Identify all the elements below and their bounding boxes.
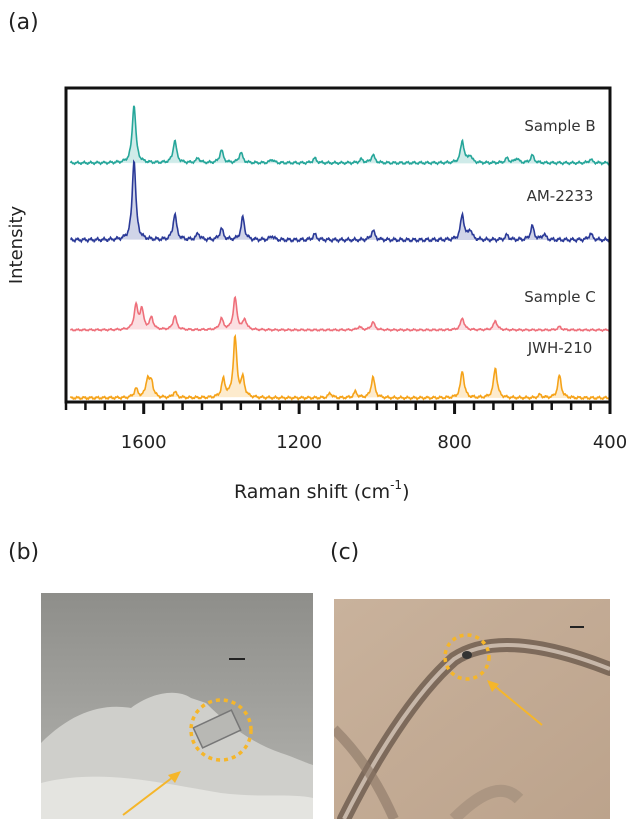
pointer-arrow-b: [122, 773, 178, 816]
y-axis-label: Intensity: [6, 205, 27, 284]
series-group: [69, 105, 611, 401]
x-axis-label-main: Raman shift (cm: [234, 481, 390, 503]
series-line-0: [69, 105, 611, 166]
series-line-3: [69, 333, 611, 401]
tick-label: 400: [593, 432, 627, 453]
tick-label: 1200: [276, 432, 322, 453]
photo-b-sample-shadow: [41, 776, 313, 819]
series-label-1: AM-2233: [527, 187, 594, 205]
series-label-2: Sample C: [524, 288, 595, 306]
series-label-group: Sample B AM-2233 Sample C JWH-210: [524, 117, 595, 357]
photo-b-crystal: [192, 709, 242, 749]
x-axis-label-superscript: -1: [390, 478, 402, 492]
series-line-1: [70, 159, 611, 244]
series-fill-0: [69, 105, 610, 165]
pointer-arrowhead-c: [487, 680, 499, 692]
tick-label: 1600: [121, 432, 167, 453]
photo-c-fiber-highlight: [342, 643, 610, 819]
tick-label: 800: [437, 432, 471, 453]
series-line-2: [69, 295, 611, 333]
raman-chart: Sample B AM-2233 Sample C JWH-210 1600 1200 8…: [6, 86, 627, 503]
pointer-arrow-c: [490, 682, 543, 726]
pointer-arrowhead-b: [168, 771, 181, 783]
x-axis-label-suffix: ): [402, 481, 409, 503]
photo-c: [334, 599, 610, 819]
photo-b: [41, 593, 313, 819]
highlight-circle-b: [189, 698, 253, 762]
panel-label-b: (b): [8, 540, 40, 565]
photo-c-particle: [462, 651, 472, 659]
panel-label-c: (c): [330, 540, 360, 565]
series-label-3: JWH-210: [527, 339, 593, 357]
tick-group: 1600 1200 800 400: [64, 402, 627, 453]
photo-c-fiber-3: [449, 784, 524, 819]
x-axis-label: Raman shift (cm-1): [234, 478, 409, 503]
series-label-0: Sample B: [524, 117, 595, 135]
photo-c-fiber-2: [334, 725, 399, 819]
highlight-circle-c: [443, 633, 491, 681]
panel-label-a: (a): [8, 10, 39, 35]
